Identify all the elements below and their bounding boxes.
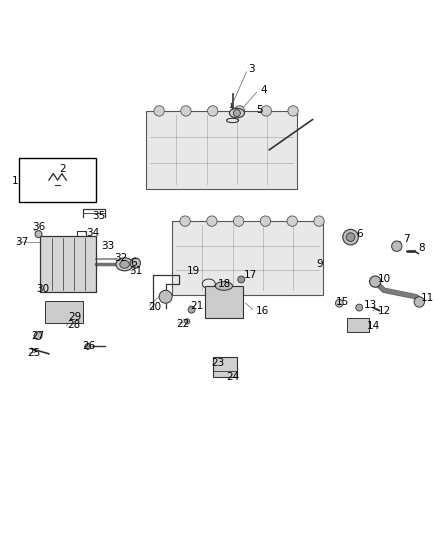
Text: 22: 22 [177, 319, 190, 328]
Text: 9: 9 [317, 259, 324, 269]
Text: 14: 14 [367, 321, 380, 331]
Circle shape [414, 297, 424, 307]
Text: 34: 34 [86, 228, 99, 238]
Circle shape [181, 106, 191, 116]
Text: 3: 3 [248, 63, 254, 74]
Circle shape [233, 110, 240, 117]
Text: 32: 32 [114, 253, 127, 263]
Bar [19, 158, 96, 201]
Circle shape [233, 216, 244, 227]
Circle shape [343, 229, 358, 245]
Text: 23: 23 [211, 358, 224, 368]
Ellipse shape [120, 261, 129, 268]
Text: 11: 11 [420, 294, 434, 303]
Text: 1: 1 [12, 176, 19, 186]
Circle shape [287, 216, 297, 227]
Text: 33: 33 [101, 241, 114, 251]
Bar [172, 221, 323, 295]
Text: 27: 27 [32, 330, 45, 341]
Circle shape [234, 106, 245, 116]
Circle shape [188, 306, 195, 313]
Circle shape [238, 276, 245, 283]
Circle shape [336, 300, 343, 307]
Circle shape [261, 106, 272, 116]
Circle shape [314, 216, 324, 227]
Circle shape [34, 332, 42, 340]
Ellipse shape [116, 258, 133, 271]
Text: 36: 36 [32, 222, 46, 232]
Circle shape [208, 106, 218, 116]
Ellipse shape [230, 108, 244, 118]
Ellipse shape [215, 281, 233, 290]
Text: 6: 6 [356, 229, 362, 239]
Circle shape [207, 216, 217, 227]
Text: 25: 25 [27, 349, 41, 358]
Bar [146, 111, 297, 189]
Text: 7: 7 [403, 234, 410, 244]
Circle shape [370, 276, 381, 287]
Text: 19: 19 [187, 266, 201, 276]
Circle shape [85, 343, 91, 350]
Bar [213, 357, 237, 377]
Text: 30: 30 [36, 285, 49, 294]
Circle shape [35, 231, 42, 238]
Circle shape [159, 290, 172, 303]
Text: 2: 2 [60, 164, 66, 174]
Circle shape [130, 258, 141, 268]
Text: 13: 13 [364, 300, 377, 310]
Text: 35: 35 [92, 211, 106, 221]
Text: 28: 28 [67, 320, 80, 330]
Text: 20: 20 [148, 302, 162, 312]
Text: 18: 18 [217, 279, 231, 289]
Text: 4: 4 [261, 85, 267, 95]
Text: 15: 15 [336, 297, 350, 308]
Text: 12: 12 [378, 306, 391, 317]
Circle shape [346, 233, 355, 241]
Text: 10: 10 [378, 274, 391, 284]
Text: 29: 29 [68, 312, 81, 322]
Circle shape [185, 319, 190, 324]
Text: 16: 16 [255, 306, 269, 317]
Bar [40, 236, 96, 293]
Text: 8: 8 [418, 243, 425, 253]
Text: 6: 6 [130, 258, 137, 268]
Bar [45, 301, 84, 322]
Circle shape [356, 304, 363, 311]
Text: 21: 21 [191, 301, 204, 311]
Text: 31: 31 [129, 266, 142, 276]
Circle shape [392, 241, 402, 252]
Bar [347, 318, 369, 332]
Text: 24: 24 [226, 372, 239, 382]
Bar [205, 286, 244, 318]
Text: 17: 17 [244, 270, 257, 280]
Circle shape [288, 106, 298, 116]
Text: 26: 26 [83, 341, 96, 351]
Circle shape [154, 106, 164, 116]
Circle shape [260, 216, 271, 227]
Text: 37: 37 [16, 237, 29, 247]
Text: 5: 5 [256, 105, 263, 115]
Circle shape [180, 216, 190, 227]
